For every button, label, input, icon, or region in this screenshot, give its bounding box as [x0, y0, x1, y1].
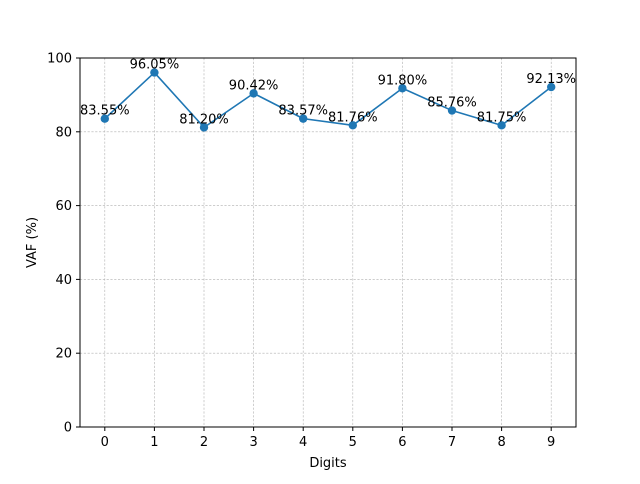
x-axis-label: Digits	[309, 456, 347, 471]
axes-layer: 0 1 2 3 4 5 6 7 8 9 0 20 40 60 80 100	[47, 52, 577, 450]
data-point	[299, 114, 308, 123]
series-line	[104, 71, 552, 129]
y-tick-label: 0	[64, 421, 72, 436]
data-point	[547, 82, 556, 92]
data-label: 81.75%	[477, 110, 527, 125]
x-tick-label: 4	[299, 435, 307, 450]
data-label: 92.13%	[526, 72, 576, 87]
series-layer	[100, 68, 556, 132]
x-tick-label: 9	[547, 435, 555, 450]
data-point	[348, 121, 357, 130]
data-label: 83.55%	[80, 104, 130, 119]
data-label: 90.42%	[229, 78, 279, 93]
data-point	[100, 114, 110, 123]
data-label: 81.76%	[328, 110, 378, 125]
plot-frame	[79, 57, 577, 428]
data-label: 96.05%	[130, 58, 180, 73]
x-tick-label: 1	[150, 435, 158, 450]
data-point	[398, 84, 407, 93]
x-tick-label: 5	[349, 435, 357, 450]
x-tick-label: 6	[398, 435, 406, 450]
data-point	[497, 121, 506, 130]
y-tick-label: 20	[55, 347, 72, 362]
data-label: 83.57%	[278, 104, 328, 119]
y-axis-label: VAF (%)	[25, 217, 40, 268]
data-point	[447, 106, 457, 115]
x-tick-label: 2	[200, 435, 208, 450]
x-tick-label: 8	[497, 435, 505, 450]
y-tick-label: 40	[55, 273, 72, 288]
x-tick-label: 7	[448, 435, 456, 450]
data-point	[249, 89, 258, 98]
data-point	[150, 68, 159, 77]
data-label: 85.76%	[427, 96, 477, 111]
x-tick-label: 0	[101, 435, 109, 450]
y-tick-label: 60	[55, 199, 72, 214]
y-tick-label: 100	[47, 52, 72, 67]
data-label: 91.80%	[378, 73, 428, 88]
y-tick-label: 80	[55, 125, 72, 140]
x-tick-label: 3	[249, 435, 257, 450]
data-label: 81.20%	[179, 112, 229, 127]
data-point	[199, 123, 209, 132]
data-labels-layer: 83.55% 96.05% 81.20% 90.42% 83.57% 81.76% 91.8…	[80, 58, 576, 128]
